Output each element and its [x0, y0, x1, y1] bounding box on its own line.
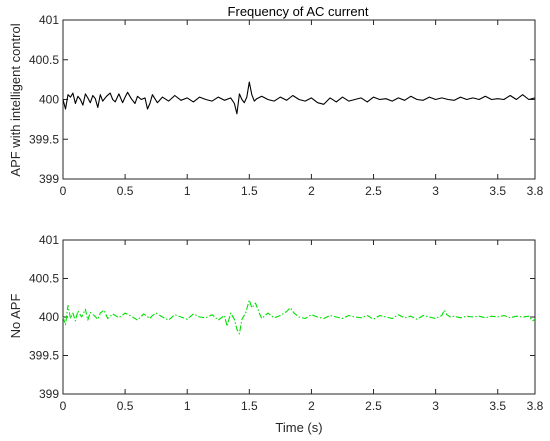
x-tick-label: 2.5: [365, 399, 382, 413]
top-panel: 0 0.5 1 1.5 2 2.5 3 3.5 3.8 399 399.5 400 400.5 401: [29, 13, 544, 198]
x-tick-label: 0.5: [117, 184, 134, 198]
x-tick-label: 0: [60, 184, 67, 198]
bottom-panel: 0 0.5 1 1.5 2 2.5 3 3.5 3.8 399 399.5 400 400.5 401: [29, 233, 544, 413]
y-tick-label: 401: [39, 13, 59, 27]
x-tick-label: 2: [308, 399, 315, 413]
y-tick-label: 399: [39, 172, 59, 186]
x-tick-label: 3: [432, 184, 439, 198]
x-tick-label: 0: [60, 399, 67, 413]
x-tick-label: 3.5: [489, 184, 506, 198]
y-tick-label: 400: [39, 93, 59, 107]
y-tick-label: 401: [39, 233, 59, 247]
y-tick-label: 399.5: [29, 349, 59, 363]
series-line-apf-intelligent: [62, 81, 536, 115]
x-tick-label: 3.8: [527, 399, 544, 413]
x-tick-label: 2: [308, 184, 315, 198]
x-tick-label: 1.5: [241, 184, 258, 198]
x-axis-label: Time (s): [275, 420, 322, 435]
x-tick-label: 1: [184, 399, 191, 413]
y-tick-label: 400: [39, 310, 59, 324]
y-tick-label: 400.5: [29, 53, 59, 67]
y-tick-label: 399.5: [29, 132, 59, 146]
x-tick-label: 3.8: [527, 184, 544, 198]
series-line-no-apf: [62, 299, 536, 335]
bottom-y-axis-label: No APF: [8, 294, 23, 339]
top-y-axis-label: APF with intelligent control: [8, 23, 23, 176]
chart-title: Frequency of AC current: [228, 4, 369, 19]
x-tick-label: 3: [432, 399, 439, 413]
x-tick-label: 2.5: [365, 184, 382, 198]
y-tick-label: 400.5: [29, 272, 59, 286]
y-tick-label: 399: [39, 387, 59, 401]
x-tick-label: 0.5: [117, 399, 134, 413]
x-tick-label: 3.5: [489, 399, 506, 413]
x-tick-label: 1.5: [241, 399, 258, 413]
x-tick-label: 1: [184, 184, 191, 198]
